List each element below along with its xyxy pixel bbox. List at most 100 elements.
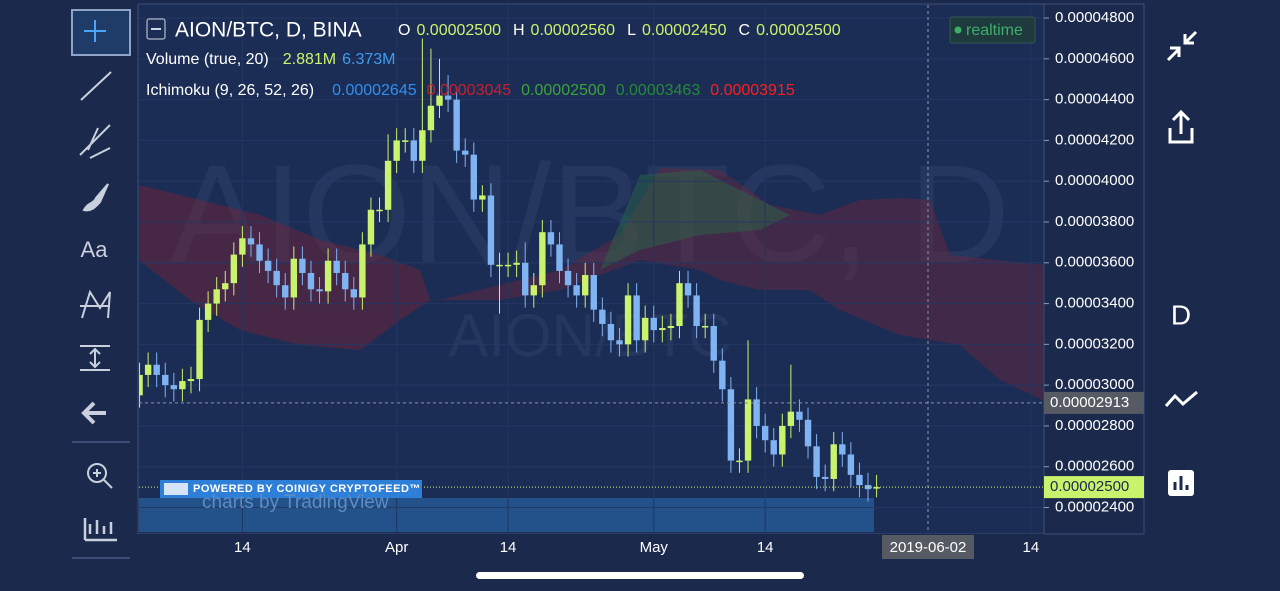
branding: POWERED BY COINIGY CRYPTOFEED™ charts by… <box>160 480 422 513</box>
collapse-button[interactable] <box>146 18 166 40</box>
x-tick-label: 14 <box>500 539 517 556</box>
candle-body <box>367 209 375 245</box>
zoom-icon <box>93 469 113 489</box>
candle-body <box>470 154 477 200</box>
candle-body <box>830 444 837 479</box>
candle-body <box>153 364 160 375</box>
ichimoku-cloud-red <box>139 185 430 350</box>
exit-fullscreen[interactable] <box>1166 30 1198 62</box>
trend-line-tool[interactable] <box>80 71 112 101</box>
back-tool[interactable] <box>81 401 106 425</box>
powered-by: POWERED BY COINIGY CRYPTOFEED™ <box>193 483 421 495</box>
candle-body <box>624 295 632 345</box>
candle-body <box>436 95 443 106</box>
ohlc-label: L <box>627 22 636 39</box>
candle-body <box>582 275 589 296</box>
interval-button[interactable]: D <box>1171 299 1191 330</box>
candle-body <box>179 381 186 390</box>
candle-body <box>462 150 469 155</box>
candle-body <box>821 476 829 479</box>
crosshair-date-label: 2019-06-02 <box>890 539 967 556</box>
candle-body <box>187 379 195 382</box>
candle-body <box>273 270 280 286</box>
volume-value: 2.881M <box>283 51 336 68</box>
ichimoku-cloud-red-2 <box>440 168 1043 400</box>
tradingview-credit: charts by TradingView <box>202 492 389 513</box>
candle-body <box>547 232 555 245</box>
candle-body <box>264 260 272 271</box>
measure-tool[interactable] <box>80 345 110 371</box>
candle-body <box>419 130 426 161</box>
candle-body <box>496 264 503 267</box>
home-indicator <box>476 572 804 579</box>
candle-body <box>513 262 520 265</box>
chart-style-tool[interactable] <box>83 518 117 542</box>
candle-body <box>324 260 332 292</box>
y-tick-label: 0.00003600 <box>1055 254 1134 271</box>
right-panel: D <box>1164 30 1198 496</box>
last-price-label: 0.00002500 <box>1050 478 1129 495</box>
candle-body <box>813 446 820 477</box>
plot-layer: AION/BTC, D AION/BTC <box>139 5 1043 533</box>
candle-body <box>607 323 615 341</box>
ichimoku-cloud-green <box>600 170 790 270</box>
candle-body <box>873 487 880 489</box>
candle-body <box>633 295 640 341</box>
ohlc-value: 0.00002450 <box>642 22 727 39</box>
candle-body <box>744 399 752 461</box>
candle-body <box>787 411 795 426</box>
y-tick-label: 0.00003800 <box>1055 213 1134 230</box>
volume-value: 6.373M <box>342 51 395 68</box>
volume-area <box>139 498 874 532</box>
x-tick-label: 14 <box>1023 539 1040 556</box>
x-tick-label: Apr <box>385 539 408 556</box>
candle-body <box>539 232 546 286</box>
candle-body <box>290 258 298 298</box>
candle-body <box>804 419 812 447</box>
candle-body <box>444 95 452 100</box>
ichimoku-name: Ichimoku (9, 26, 52, 26) <box>146 82 314 99</box>
candle-body <box>564 270 572 286</box>
candle-body <box>839 444 846 455</box>
coinigy-logo <box>164 483 188 495</box>
legend: AION/BTC, D, BINA O 0.00002500 H 0.00002560… <box>146 16 1036 99</box>
candle-body <box>282 285 289 298</box>
text-tool[interactable]: Aa <box>81 237 109 262</box>
ichimoku-value: 0.00003045 <box>427 82 512 99</box>
candle-body <box>796 411 803 420</box>
candle-body <box>487 195 495 265</box>
candle-body <box>230 254 238 284</box>
last-price-box <box>1044 476 1144 499</box>
crosshair-price-box <box>1044 391 1144 414</box>
volume-legend: Volume (true, 20) 2.881M 6.373M <box>146 51 395 68</box>
indicators-button[interactable] <box>1164 390 1198 408</box>
y-tick-label: 0.00003200 <box>1055 335 1134 352</box>
zoom-tool[interactable] <box>87 463 107 483</box>
candle-body <box>247 238 255 245</box>
candle-body <box>139 374 143 396</box>
candle-body <box>393 140 400 161</box>
crosshair-tool[interactable] <box>71 9 131 56</box>
candle-body <box>170 385 178 390</box>
branding-banner <box>160 480 422 498</box>
pitchfork-tool[interactable] <box>79 124 111 159</box>
candle-body <box>530 285 537 296</box>
candle-body <box>599 309 606 324</box>
candle-body <box>616 340 623 345</box>
candle-body <box>736 460 743 463</box>
pattern-tool[interactable] <box>80 289 111 319</box>
candle-body <box>504 264 512 267</box>
candle-body <box>522 262 529 296</box>
crosshair-icon <box>84 20 106 42</box>
ichimoku-value: 0.00002500 <box>521 82 606 99</box>
share-button[interactable] <box>1168 109 1194 144</box>
candle-body <box>684 283 692 296</box>
candle-body <box>727 389 735 461</box>
candle-body <box>162 374 169 386</box>
candle-body <box>556 244 563 271</box>
ichimoku-value: 0.00002645 <box>332 82 417 99</box>
candle-body <box>856 474 863 486</box>
candle-body <box>641 317 649 341</box>
brush-tool[interactable] <box>82 183 109 212</box>
